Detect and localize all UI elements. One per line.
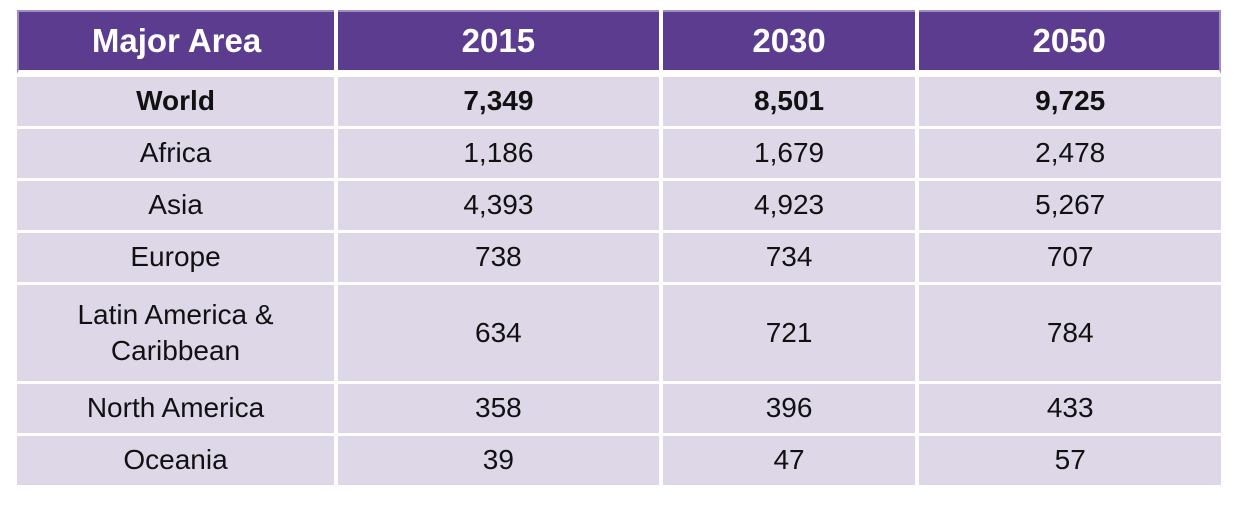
cell-europe-2030: 734 <box>662 233 916 282</box>
row-label-world: World <box>17 77 335 126</box>
row-label-oceania: Oceania <box>17 436 335 485</box>
header-row: Major Area 2015 2030 2050 <box>17 10 1221 74</box>
cell-north-america-2030: 396 <box>662 384 916 433</box>
cell-asia-2015: 4,393 <box>338 181 659 230</box>
table-row-africa: Africa 1,186 1,679 2,478 <box>17 129 1221 178</box>
table-row-latin-america-caribbean: Latin America & Caribbean 634 721 784 <box>17 285 1221 381</box>
cell-north-america-2015: 358 <box>338 384 659 433</box>
col-header-2015: 2015 <box>338 10 659 74</box>
cell-asia-2050: 5,267 <box>919 181 1221 230</box>
cell-europe-2015: 738 <box>338 233 659 282</box>
table-row-asia: Asia 4,393 4,923 5,267 <box>17 181 1221 230</box>
table-row-world: World 7,349 8,501 9,725 <box>17 77 1221 126</box>
col-header-2050: 2050 <box>919 10 1221 74</box>
cell-world-2030: 8,501 <box>662 77 916 126</box>
table-row-europe: Europe 738 734 707 <box>17 233 1221 282</box>
cell-asia-2030: 4,923 <box>662 181 916 230</box>
table-row-oceania: Oceania 39 47 57 <box>17 436 1221 485</box>
cell-oceania-2050: 57 <box>919 436 1221 485</box>
row-label-latin-america-caribbean: Latin America & Caribbean <box>17 285 335 381</box>
cell-north-america-2050: 433 <box>919 384 1221 433</box>
row-label-europe: Europe <box>17 233 335 282</box>
cell-world-2015: 7,349 <box>338 77 659 126</box>
cell-africa-2050: 2,478 <box>919 129 1221 178</box>
cell-latin-america-2015: 634 <box>338 285 659 381</box>
row-label-north-america: North America <box>17 384 335 433</box>
cell-africa-2030: 1,679 <box>662 129 916 178</box>
cell-world-2050: 9,725 <box>919 77 1221 126</box>
row-label-africa: Africa <box>17 129 335 178</box>
table-row-north-america: North America 358 396 433 <box>17 384 1221 433</box>
cell-latin-america-2050: 784 <box>919 285 1221 381</box>
col-header-2030: 2030 <box>662 10 916 74</box>
cell-oceania-2030: 47 <box>662 436 916 485</box>
cell-oceania-2015: 39 <box>338 436 659 485</box>
cell-latin-america-2030: 721 <box>662 285 916 381</box>
cell-europe-2050: 707 <box>919 233 1221 282</box>
row-label-asia: Asia <box>17 181 335 230</box>
population-projection-table: Major Area 2015 2030 2050 World 7,349 8,… <box>13 7 1225 488</box>
cell-africa-2015: 1,186 <box>338 129 659 178</box>
col-header-major-area: Major Area <box>17 10 335 74</box>
